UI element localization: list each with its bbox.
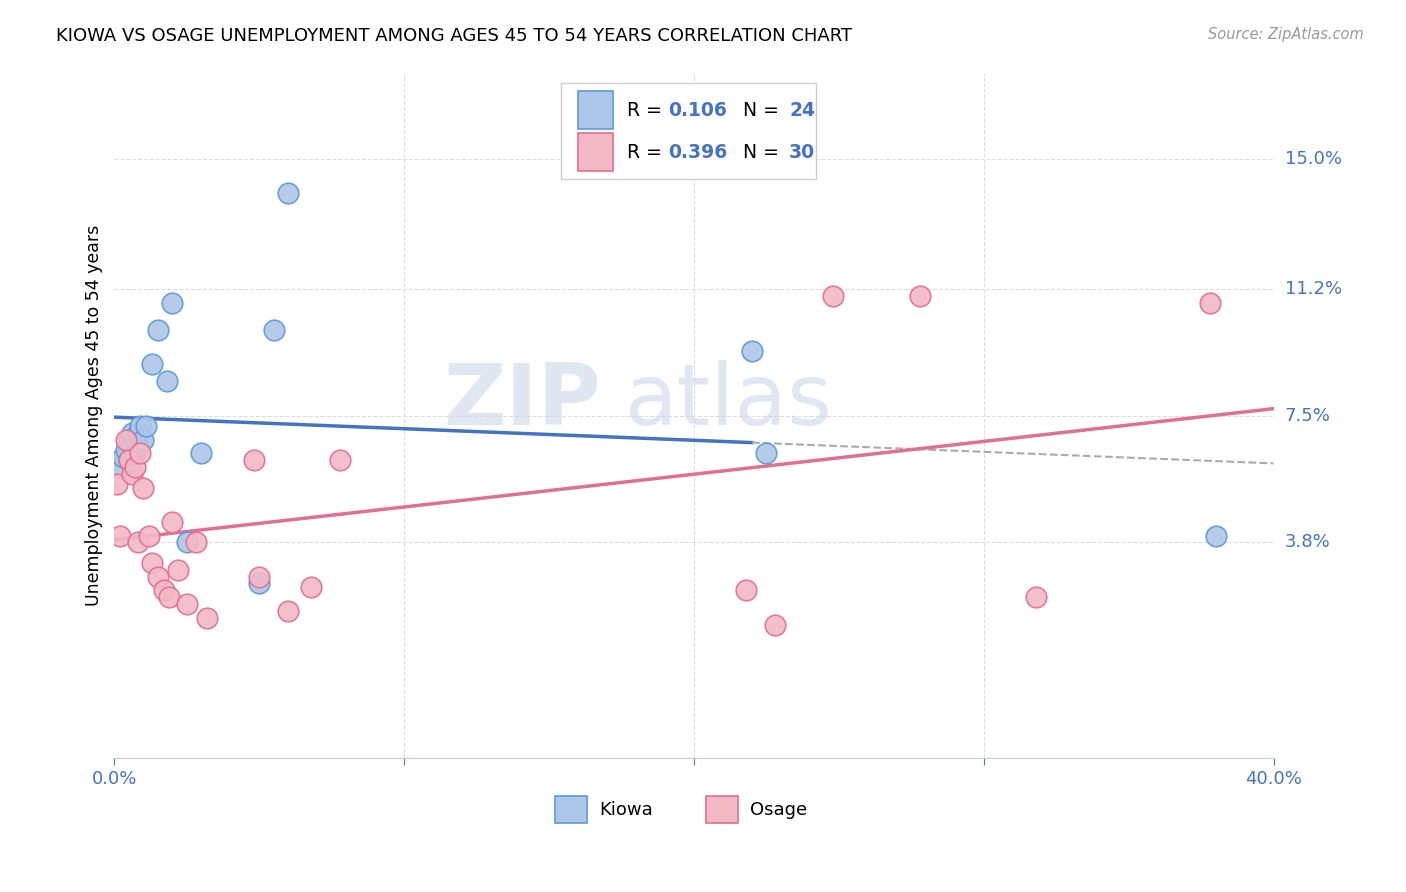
Point [1198,295,1220,310]
Text: R =: R = [627,143,668,161]
Point [277,604,299,618]
Point [247,569,270,583]
FancyBboxPatch shape [578,134,613,171]
Text: 24: 24 [789,101,815,120]
Text: 0.396: 0.396 [668,143,728,161]
Point [132,481,155,495]
Point [108,528,131,542]
Point [190,446,212,460]
Point [115,442,138,457]
Text: 0.106: 0.106 [668,101,727,120]
Point [162,515,184,529]
Point [247,576,270,591]
Point [176,535,198,549]
Point [741,343,763,358]
Point [108,460,131,475]
Text: Kiowa: Kiowa [599,801,652,819]
Point [118,453,141,467]
Point [129,418,152,433]
Point [105,477,128,491]
FancyBboxPatch shape [561,83,815,179]
Text: 3.8%: 3.8% [1285,533,1330,551]
FancyBboxPatch shape [706,796,738,823]
Point [135,418,157,433]
Point [242,453,264,467]
FancyBboxPatch shape [578,91,613,129]
Point [132,433,155,447]
Point [1205,528,1227,542]
Point [118,433,141,447]
Point [146,323,169,337]
Point [155,375,177,389]
Point [329,453,352,467]
Point [138,528,160,542]
Text: KIOWA VS OSAGE UNEMPLOYMENT AMONG AGES 45 TO 54 YEARS CORRELATION CHART: KIOWA VS OSAGE UNEMPLOYMENT AMONG AGES 4… [56,27,852,45]
Point [152,583,174,598]
Text: ZIP: ZIP [443,360,602,443]
Point [124,446,146,460]
Point [121,467,143,481]
Text: atlas: atlas [624,360,832,443]
Text: N =: N = [731,101,785,120]
Point [277,186,299,200]
Point [184,535,207,549]
Point [121,425,143,440]
Point [195,611,218,625]
Text: R =: R = [627,101,668,120]
Text: 15.0%: 15.0% [1285,150,1341,168]
Point [908,288,931,302]
Text: Source: ZipAtlas.com: Source: ZipAtlas.com [1208,27,1364,42]
Point [118,453,141,467]
Point [735,583,758,598]
Point [1025,591,1047,605]
Y-axis label: Unemployment Among Ages 45 to 54 years: Unemployment Among Ages 45 to 54 years [86,225,103,607]
Text: 7.5%: 7.5% [1285,407,1330,425]
Point [141,556,163,570]
Point [755,446,778,460]
FancyBboxPatch shape [555,796,588,823]
Point [115,433,138,447]
Point [301,580,323,594]
Point [141,357,163,371]
Point [167,563,190,577]
Point [176,597,198,611]
Point [263,323,285,337]
Point [127,439,149,453]
Point [112,450,135,464]
Point [162,295,184,310]
Point [159,591,181,605]
Point [129,446,152,460]
Text: 30: 30 [789,143,815,161]
Point [124,460,146,475]
Point [823,288,845,302]
Point [146,569,169,583]
Point [127,425,149,440]
Point [127,535,149,549]
Text: Osage: Osage [749,801,807,819]
Point [763,617,786,632]
Text: N =: N = [731,143,785,161]
Text: 11.2%: 11.2% [1285,280,1341,298]
